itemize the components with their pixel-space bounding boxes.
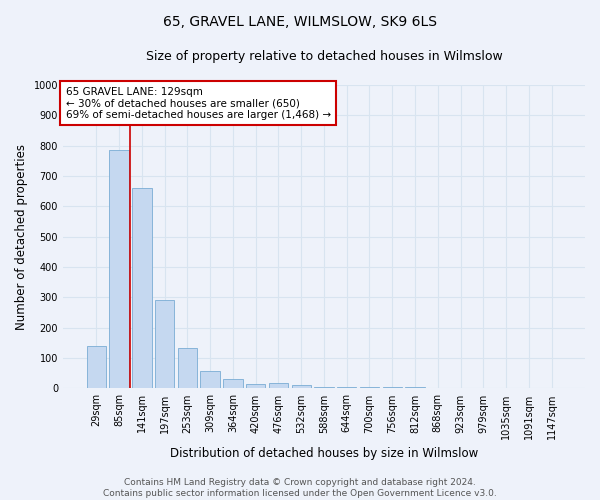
X-axis label: Distribution of detached houses by size in Wilmslow: Distribution of detached houses by size … [170,447,478,460]
Bar [383,387,402,388]
Bar [269,384,288,388]
Text: 65 GRAVEL LANE: 129sqm
← 30% of detached houses are smaller (650)
69% of semi-de: 65 GRAVEL LANE: 129sqm ← 30% of detached… [65,86,331,120]
Bar [178,348,197,389]
Bar [292,385,311,388]
Bar [406,387,425,388]
Y-axis label: Number of detached properties: Number of detached properties [15,144,28,330]
Bar [223,380,242,388]
Text: 65, GRAVEL LANE, WILMSLOW, SK9 6LS: 65, GRAVEL LANE, WILMSLOW, SK9 6LS [163,15,437,29]
Bar [200,371,220,388]
Bar [109,150,129,388]
Bar [246,384,265,388]
Title: Size of property relative to detached houses in Wilmslow: Size of property relative to detached ho… [146,50,502,63]
Bar [132,188,152,388]
Bar [360,387,379,388]
Bar [155,300,174,388]
Bar [337,387,356,388]
Bar [86,346,106,389]
Bar [314,387,334,388]
Text: Contains HM Land Registry data © Crown copyright and database right 2024.
Contai: Contains HM Land Registry data © Crown c… [103,478,497,498]
